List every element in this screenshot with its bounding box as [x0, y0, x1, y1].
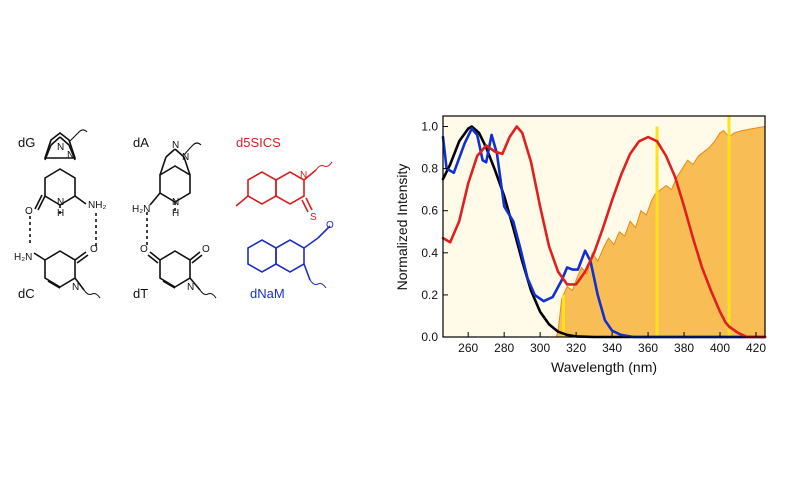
dNaM-structure: [247, 225, 331, 289]
label-dG: dG: [18, 135, 35, 150]
atom-dA-N1: N: [172, 197, 179, 208]
atom-dC-N: N: [72, 282, 79, 293]
atom-dG-O: O: [25, 206, 33, 217]
lamp-spectrum-area: [443, 125, 766, 338]
label-dC: dC: [18, 286, 35, 301]
label-dT: dT: [133, 286, 148, 301]
y-tick-label: 0.8: [421, 162, 438, 176]
atom-dA-N9: N: [182, 152, 189, 163]
y-axis-ticks: 0.0 0.2 0.4 0.6 0.8 1.0: [421, 120, 448, 344]
atom-dT-O-left: O: [140, 244, 148, 255]
x-tick-label: 360: [638, 341, 658, 355]
x-tick-label: 380: [674, 341, 694, 355]
atom-dNaM-O: O: [326, 220, 334, 231]
atom-dC-H2N: H₂N: [14, 252, 32, 263]
lamp-spectrum-layer: [443, 116, 766, 338]
absorbance-spectrum-chart: 260 280 300 320 340 360 380 400 420 0.0 0.2 0.4 0.6…: [394, 115, 767, 375]
dT-structure: [147, 250, 217, 299]
chemical-structures: [29, 129, 333, 299]
atom-dC-O: O: [90, 244, 98, 255]
label-d5SICS: d5SICS: [236, 135, 281, 150]
y-tick-label: 0.4: [421, 246, 438, 260]
d5SICS-structure: [235, 161, 333, 213]
atom-d5SICS-S: S: [310, 212, 317, 223]
x-tick-label: 420: [746, 341, 766, 355]
atom-dG-H: H: [57, 208, 64, 219]
atom-labels-colored: N S O: [300, 170, 334, 231]
x-tick-label: 320: [566, 341, 586, 355]
dG-structure: [29, 129, 97, 246]
x-axis-label: Wavelength (nm): [551, 359, 657, 375]
atom-dT-N: N: [187, 282, 194, 293]
atom-dA-N: N: [172, 140, 179, 151]
series-line-0: [441, 125, 767, 339]
x-axis-ticks: 260 280 300 320 340 360 380 400 420: [458, 332, 766, 355]
plot-frame: [442, 115, 766, 338]
x-tick-label: 280: [494, 341, 514, 355]
atom-d5SICS-N: N: [300, 170, 307, 181]
atom-dG-N: N: [57, 142, 64, 153]
atom-dG-N1H: N: [57, 197, 64, 208]
y-tick-label: 0.2: [421, 288, 438, 302]
atom-dG-NH2: NH₂: [88, 200, 106, 211]
x-tick-label: 260: [458, 341, 478, 355]
structure-labels: dG dA d5SICS dC dT dNaM: [18, 135, 285, 301]
y-tick-label: 0.0: [421, 330, 438, 344]
x-tick-label: 300: [530, 341, 550, 355]
y-tick-label: 1.0: [421, 120, 438, 134]
dC-structure: [33, 250, 101, 299]
atom-dT-O-right: O: [202, 244, 210, 255]
x-tick-label: 340: [602, 341, 622, 355]
label-dNaM: dNaM: [250, 286, 285, 301]
series-line-1: [441, 127, 767, 339]
atom-labels: N N N H O NH₂ H₂N O N N N N H₂N O O H N: [14, 140, 210, 293]
series-layer: [441, 125, 767, 339]
atom-dT-H: H: [172, 208, 179, 219]
label-dA: dA: [133, 135, 149, 150]
x-tick-label: 400: [710, 341, 730, 355]
dA-structure: [146, 142, 202, 246]
series-line-2: [441, 125, 767, 339]
y-tick-label: 0.6: [421, 204, 438, 218]
atom-dA-H2N: H₂N: [132, 204, 150, 215]
atom-dG-N9: N: [67, 150, 74, 161]
y-axis-label: Normalized Intensity: [394, 164, 410, 291]
